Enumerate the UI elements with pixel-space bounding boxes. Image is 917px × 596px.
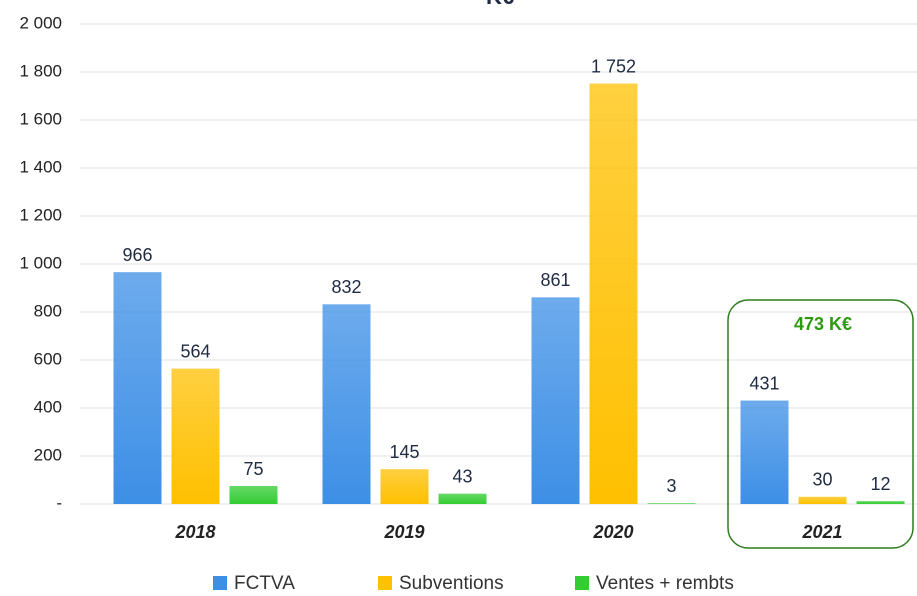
bar (113, 272, 162, 504)
x-tick-label: 2021 (801, 522, 842, 542)
data-label: 75 (243, 459, 263, 479)
y-tick-label: 600 (34, 349, 62, 368)
data-label: 12 (870, 474, 890, 494)
y-tick-label: 1 400 (19, 157, 62, 176)
legend-swatch (575, 576, 589, 590)
y-tick-label: - (56, 493, 62, 512)
data-label: 861 (540, 270, 570, 290)
data-label: 3 (666, 476, 676, 496)
bar (171, 368, 220, 504)
y-tick-label: 1 600 (19, 109, 62, 128)
y-tick-label: 200 (34, 445, 62, 464)
annotation: 473 K€ (794, 314, 852, 334)
legend-label: Ventes + rembts (596, 573, 734, 594)
data-label: 43 (452, 466, 472, 486)
bar (856, 501, 905, 504)
data-label: 564 (180, 341, 210, 361)
x-tick-label: 2018 (174, 522, 215, 542)
legend-swatch (213, 576, 227, 590)
bar (322, 304, 371, 504)
y-tick-label: 800 (34, 301, 62, 320)
bar (647, 503, 696, 504)
bar (740, 400, 789, 504)
data-label: 832 (331, 277, 361, 297)
y-tick-label: 400 (34, 397, 62, 416)
data-label: 30 (812, 470, 832, 490)
bar (380, 469, 429, 504)
legend-label: Subventions (399, 573, 504, 594)
bar (798, 496, 847, 504)
y-tick-label: 1 800 (19, 61, 62, 80)
data-label: 966 (122, 245, 152, 265)
data-label: 145 (389, 442, 419, 462)
legend-swatch (378, 576, 392, 590)
bar (229, 486, 278, 504)
y-tick-label: 1 200 (19, 205, 62, 224)
x-tick-label: 2019 (383, 522, 424, 542)
x-tick-label: 2020 (592, 522, 633, 542)
bar (438, 493, 487, 504)
highlight-box (727, 299, 914, 549)
y-tick-label: 2 000 (19, 13, 62, 32)
legend-label: FCTVA (234, 573, 295, 594)
bar (531, 297, 580, 504)
bar (589, 83, 638, 505)
y-tick-label: 1 000 (19, 253, 62, 272)
data-label: 1 752 (591, 56, 636, 76)
data-label: 431 (749, 373, 779, 393)
chart-title: K€ (486, 0, 514, 9)
